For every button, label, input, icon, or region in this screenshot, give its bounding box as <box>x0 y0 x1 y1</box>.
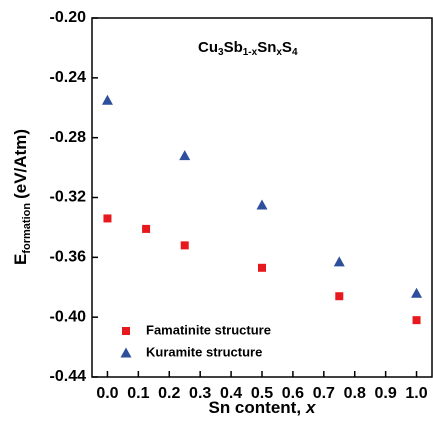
point <box>335 292 344 301</box>
x-tick-label: 0.1 <box>127 385 149 402</box>
annotation-sub: 3 <box>218 47 224 58</box>
annotation-sub: 1-x <box>243 47 258 58</box>
y-tick-label: -0.32 <box>50 189 87 206</box>
point <box>412 316 421 325</box>
y-tick-label: -0.44 <box>50 368 87 385</box>
point <box>180 241 189 250</box>
x-tick-label: 0.9 <box>375 385 397 402</box>
x-tick-label: 0.7 <box>313 385 335 402</box>
y-axis-title-sub: formation <box>21 203 33 254</box>
point <box>258 263 266 272</box>
y-tick-label: -0.28 <box>50 129 87 146</box>
legend-label: Famatinite structure <box>146 322 271 337</box>
point <box>256 199 268 210</box>
legend-marker <box>120 347 132 358</box>
y-axis-title: Eformation (eV/Atm) <box>11 129 32 265</box>
point <box>411 287 423 298</box>
x-tick-label: 0.4 <box>220 385 242 402</box>
x-axis-title-var: x <box>305 398 317 417</box>
point <box>179 150 191 161</box>
legend-label: Kuramite structure <box>146 344 262 359</box>
x-tick-label: 0.3 <box>189 385 211 402</box>
annotation-part: S <box>282 39 292 56</box>
x-tick-label: 0.2 <box>158 385 180 402</box>
point <box>142 224 151 233</box>
y-tick-label: -0.40 <box>50 308 87 325</box>
annotation: Cu3Sb1-xSnxS4 <box>198 39 298 58</box>
y-tick-label: -0.20 <box>50 9 87 26</box>
x-axis-title: Sn content, x <box>208 398 317 417</box>
point <box>333 256 345 267</box>
point <box>101 94 113 105</box>
y-axis-title-unit: (eV/Atm) <box>11 129 30 199</box>
x-tick-label: 0.8 <box>344 385 366 402</box>
annotation-part: Sn <box>257 39 276 56</box>
annotation-part: Sb <box>224 39 243 56</box>
x-axis-title-text: Sn content, <box>208 398 301 417</box>
x-tick-label: 0.0 <box>96 385 118 402</box>
y-tick-label: -0.36 <box>50 249 87 266</box>
y-axis-title-main: E <box>11 254 30 265</box>
legend-marker <box>122 327 130 335</box>
x-tick-label: 0.6 <box>282 385 304 402</box>
annotation-part: Cu <box>198 39 218 56</box>
annotation-sub: x <box>276 47 282 58</box>
y-tick-label: -0.24 <box>50 69 87 86</box>
x-tick-label: 1.0 <box>405 385 427 402</box>
point <box>103 214 112 223</box>
x-tick-label: 0.5 <box>251 385 273 402</box>
annotation-sub: 4 <box>292 47 298 58</box>
